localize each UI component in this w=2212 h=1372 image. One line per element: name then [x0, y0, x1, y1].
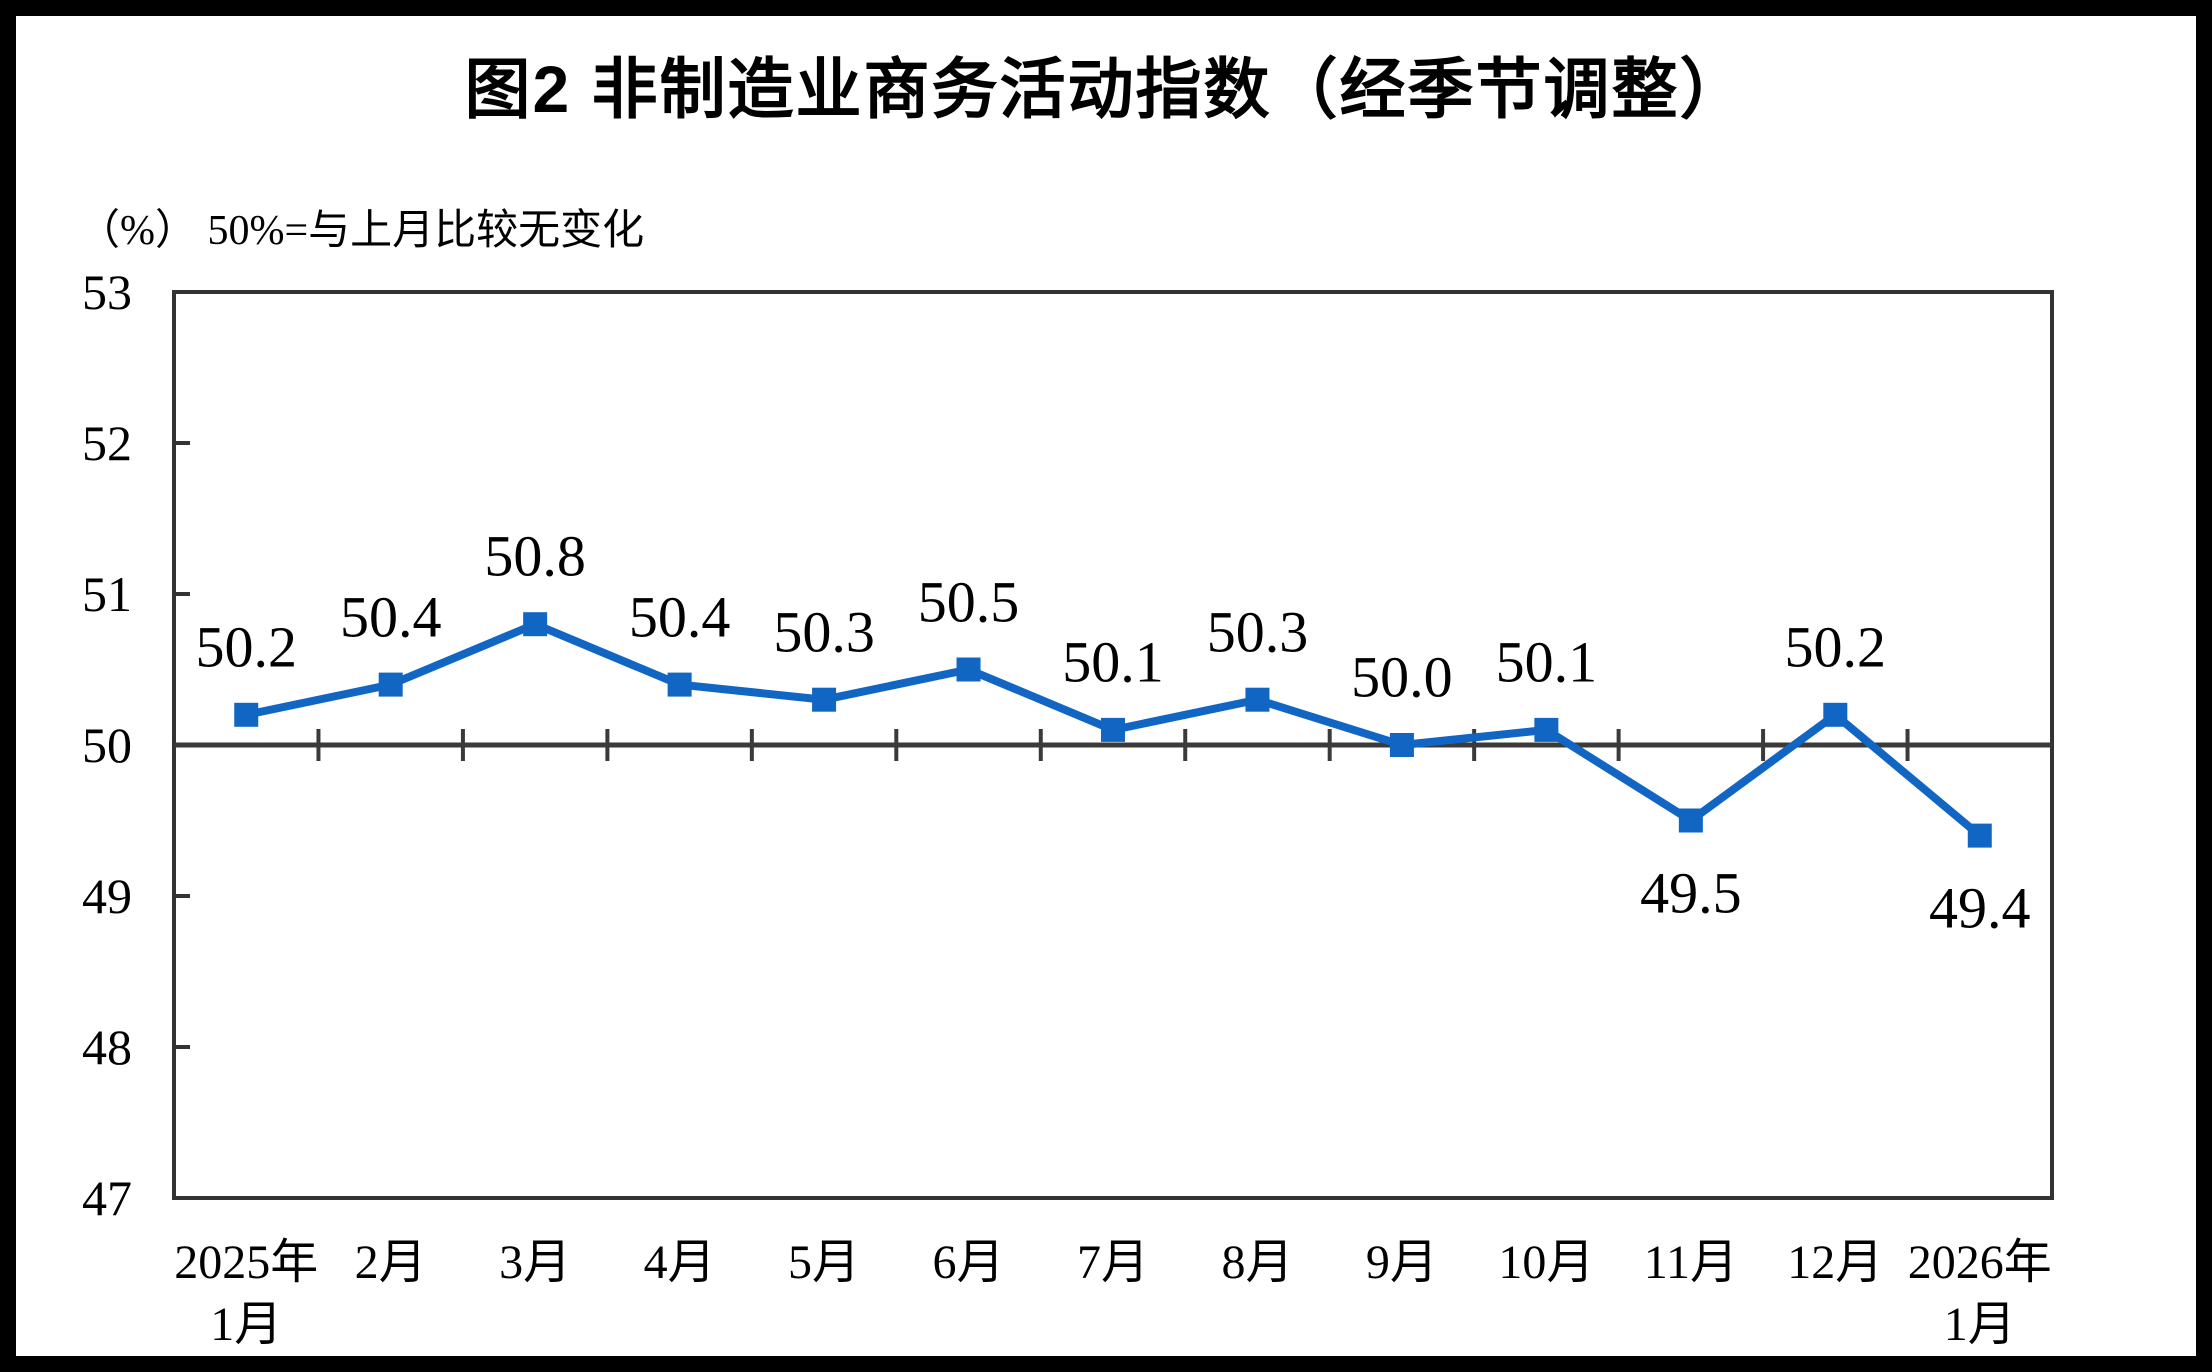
x-axis-label: 7月: [1076, 1236, 1150, 1289]
y-axis-label: 50: [82, 717, 132, 773]
data-point-marker: [1101, 717, 1125, 742]
data-point-marker: [378, 672, 403, 697]
data-label: 50.8: [484, 523, 586, 589]
data-point-marker: [1245, 687, 1270, 712]
x-axis-label: 11月: [1643, 1236, 1738, 1289]
y-axis-label: 51: [82, 566, 132, 622]
data-label: 50.4: [339, 584, 442, 650]
data-label: 50.0: [1351, 644, 1453, 710]
y-axis-label: 53: [82, 264, 132, 320]
x-axis-label: 5月: [788, 1236, 861, 1289]
x-axis-label: 2025年 1月: [174, 1236, 319, 1351]
x-axis-label: 4月: [643, 1236, 716, 1289]
data-label: 50.4: [628, 584, 731, 650]
x-axis-label: 2026年 1月: [1907, 1236, 2052, 1351]
data-point-marker: [812, 687, 837, 712]
data-label: 50.2: [1784, 614, 1887, 680]
x-axis-label: 3月: [499, 1236, 572, 1289]
chart-title: 图2 非制造业商务活动指数（经季节调整）: [464, 52, 1748, 126]
x-axis-label: 10月: [1498, 1236, 1595, 1289]
data-label: 50.3: [1206, 599, 1309, 665]
data-label: 50.1: [1062, 629, 1164, 695]
data-point-marker: [1389, 733, 1414, 757]
data-label: 50.1: [1495, 629, 1598, 695]
data-label: 49.4: [1929, 875, 2031, 941]
x-axis-label: 6月: [932, 1236, 1005, 1289]
data-label: 49.5: [1640, 860, 1742, 925]
data-label: 50.3: [773, 599, 875, 665]
y-axis-label: 47: [82, 1170, 132, 1226]
data-point-marker: [667, 672, 692, 697]
data-point-marker: [1967, 823, 1992, 848]
data-label: 50.5: [917, 569, 1020, 634]
y-axis-unit-note: （%） 50%=与上月比较无变化: [78, 208, 645, 254]
x-axis-label: 12月: [1787, 1236, 1884, 1289]
data-point-marker: [523, 612, 548, 637]
y-axis-label: 48: [82, 1019, 132, 1075]
data-label: 50.2: [195, 614, 297, 680]
y-axis-label: 52: [82, 415, 132, 471]
data-point-marker: [1678, 808, 1703, 833]
x-axis-label: 2月: [354, 1236, 427, 1289]
data-point-marker: [956, 657, 981, 682]
y-axis-label: 49: [82, 868, 132, 924]
x-axis-label: 9月: [1365, 1236, 1438, 1289]
data-point-marker: [1534, 717, 1559, 742]
data-point-marker: [234, 702, 259, 727]
x-axis-label: 8月: [1221, 1236, 1294, 1289]
data-point-marker: [1823, 702, 1848, 727]
